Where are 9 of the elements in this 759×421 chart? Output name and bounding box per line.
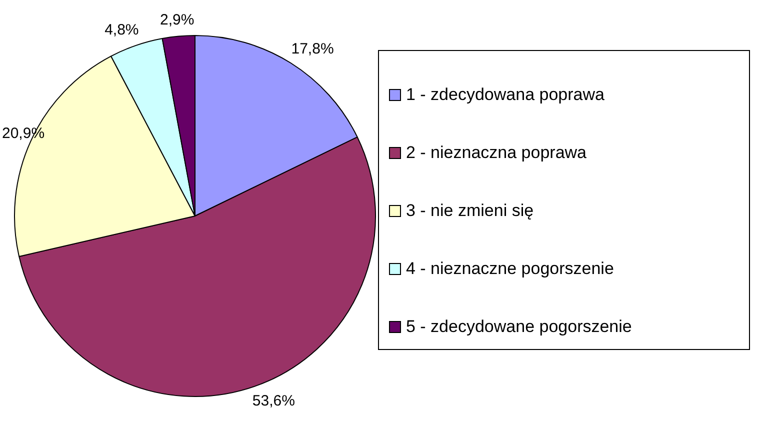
legend-label: 2 - nieznaczna poprawa [406,143,587,163]
data-label: 53,6% [252,392,295,410]
data-label: 17,8% [291,40,334,58]
legend-label: 5 - zdecydowane pogorszenie [406,317,632,337]
legend-label: 4 - nieznaczne pogorszenie [406,259,614,279]
data-label: 4,8% [104,21,139,38]
legend-label: 1 - zdecydowana poprawa [406,85,604,105]
data-label: 2,9% [160,11,194,28]
legend-label: 3 - nie zmieni się [406,201,534,221]
